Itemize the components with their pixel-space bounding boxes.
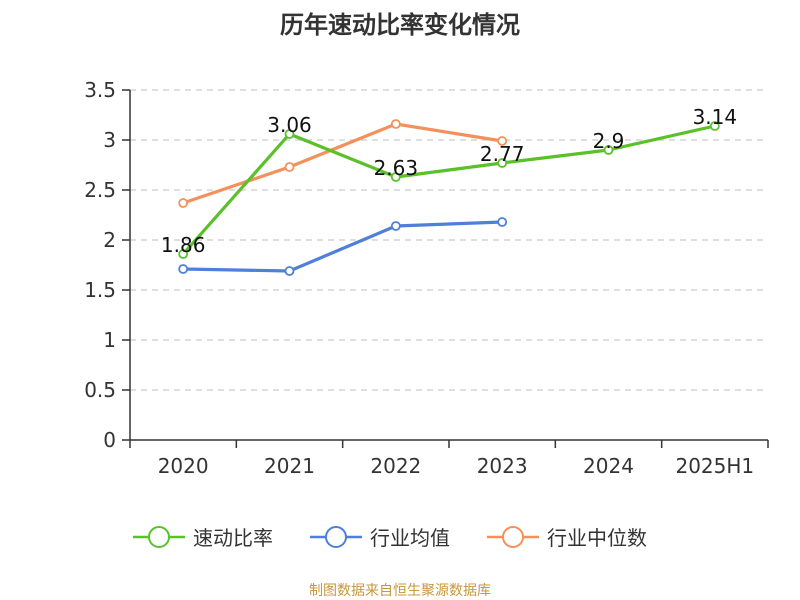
y-tick-label: 0.5 <box>84 378 116 402</box>
x-tick-label: 2022 <box>370 454 421 478</box>
x-tick-label: 2020 <box>158 454 209 478</box>
series-line <box>181 124 717 256</box>
data-label: 2.9 <box>593 129 625 153</box>
data-point <box>390 172 401 182</box>
y-tick-label: 2.5 <box>84 178 116 202</box>
x-tick-label: 2024 <box>583 454 634 478</box>
y-tick-label: 3.5 <box>84 78 116 102</box>
data-point <box>497 217 508 227</box>
series-line <box>181 122 504 205</box>
y-tick-label: 0 <box>103 428 116 452</box>
legend-label: 行业均值 <box>370 526 450 550</box>
legend-item-1[interactable]: 行业均值 <box>310 526 450 550</box>
chart-title: 历年速动比率变化情况 <box>280 11 520 39</box>
data-label: 2.63 <box>374 156 419 180</box>
series-line <box>181 220 504 273</box>
legend-item-0[interactable]: 速动比率 <box>133 526 273 550</box>
x-tick-label: 2021 <box>264 454 315 478</box>
data-point <box>390 119 401 129</box>
legend-label: 速动比率 <box>193 526 273 550</box>
y-tick-label: 1 <box>103 328 116 352</box>
data-point <box>284 129 295 139</box>
legend-marker <box>148 526 170 548</box>
source-note: 制图数据来自恒生聚源数据库 <box>309 583 491 599</box>
series-1 <box>178 217 508 276</box>
data-label: 3.06 <box>267 113 312 137</box>
data-point <box>178 249 189 259</box>
data-label: 1.86 <box>161 233 206 257</box>
y-tick-label: 1.5 <box>84 278 116 302</box>
legend-marker <box>325 526 347 548</box>
data-point <box>284 162 295 172</box>
legend-item-2[interactable]: 行业中位数 <box>487 526 647 550</box>
legend-marker <box>502 526 524 548</box>
legend-label: 行业中位数 <box>547 526 647 550</box>
legend[interactable]: 速动比率 行业均值 行业中位数 <box>133 526 647 550</box>
data-labels: 1.86 3.06 2.63 2.77 2.9 3.14 <box>161 105 737 257</box>
data-point <box>284 266 295 276</box>
axes: 0 0.5 1 1.5 2 2.5 3 3.5 2020 2021 2022 2023 2024 2025… <box>84 78 769 478</box>
x-tick-label: 2023 <box>477 454 528 478</box>
series-0 <box>178 121 720 259</box>
data-label: 2.77 <box>480 142 525 166</box>
y-tick-label: 3 <box>103 128 116 152</box>
x-tick-label: 2025H1 <box>675 454 754 478</box>
data-point <box>497 158 508 168</box>
data-point <box>178 264 189 274</box>
data-point <box>709 121 720 131</box>
data-point <box>497 136 508 146</box>
data-label: 3.14 <box>693 105 738 129</box>
y-tick-label: 2 <box>103 228 116 252</box>
data-point <box>178 198 189 208</box>
data-point <box>390 221 401 231</box>
data-point <box>603 145 614 155</box>
grid-lines <box>130 89 768 391</box>
series-2 <box>178 119 508 208</box>
series-lines <box>178 119 720 276</box>
